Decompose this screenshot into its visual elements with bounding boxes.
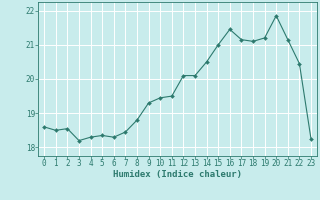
X-axis label: Humidex (Indice chaleur): Humidex (Indice chaleur) xyxy=(113,170,242,179)
